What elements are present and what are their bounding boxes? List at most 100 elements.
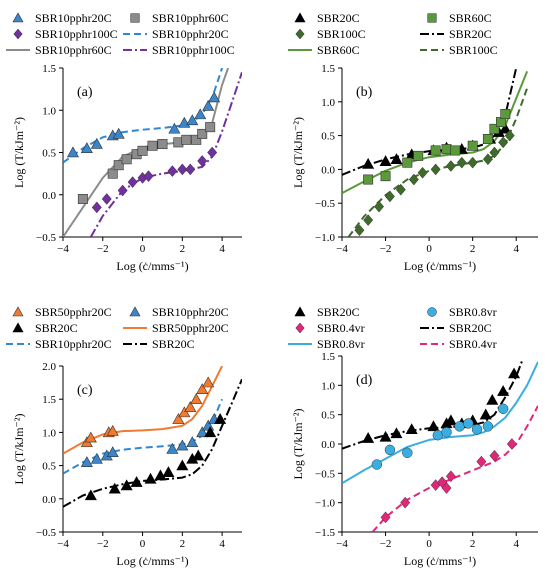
x-tick-label: 0 (140, 538, 146, 550)
data-point (374, 200, 385, 213)
data-point (172, 413, 185, 424)
data-point (214, 413, 227, 424)
data-point (117, 184, 128, 197)
legend-item: SBR0.8vr (427, 305, 497, 319)
chart-panel: −4 −2 0 2 4 −0.5 0.0 0.5 1.0 1.5 2.0 Log (ċ/mms⁻¹) L… (6, 305, 242, 568)
legend-marker (294, 12, 306, 23)
series-markers (380, 438, 517, 524)
legend-item: SBR100C (420, 43, 498, 57)
legend-item: SBR10pphr20C (12, 11, 112, 25)
data-point (380, 511, 391, 524)
y-tick-label: 1.5 (321, 63, 335, 75)
data-point (162, 466, 175, 477)
data-point (205, 122, 216, 133)
x-tick-label: −4 (336, 538, 348, 550)
data-point (168, 122, 181, 134)
data-point (178, 406, 191, 418)
data-point (186, 114, 199, 126)
y-axis-label: Log (T/kJm⁻²) (291, 409, 305, 480)
data-point (185, 163, 196, 176)
data-point (427, 420, 440, 432)
data-point (371, 459, 383, 470)
legend-item: SBR20C (294, 305, 360, 319)
x-axis-label: Log (ċ/mms⁻¹) (116, 554, 188, 568)
data-point (405, 423, 418, 435)
data-point (204, 426, 217, 438)
y-tick-label: 1.5 (321, 351, 335, 363)
x-tick-label: −2 (97, 538, 109, 550)
legend: SBR50pphr20C SBR10pphr20C SBR20C SBR50pphr2… (6, 305, 229, 351)
series-markers (91, 146, 218, 214)
legend: SBR20C SBR0.8vr SBR0.4vr SBR20C SBR0.8vr SBR0… (288, 305, 497, 351)
data-point (197, 128, 208, 139)
data-point (176, 459, 189, 471)
data-point (456, 156, 467, 169)
legend-item: SBR10pphr60C (6, 43, 112, 57)
y-axis-label: Log (T/kJm⁻²) (291, 117, 305, 188)
legend-label: SBR100C (449, 43, 498, 57)
y-tick-label: 1.5 (42, 394, 56, 406)
panel-label: (d) (356, 373, 373, 388)
data-point (190, 393, 203, 404)
data-point (194, 108, 207, 120)
legend-label: SBR10pphr20C (35, 11, 112, 25)
data-point (108, 482, 121, 494)
data-point (137, 145, 148, 156)
data-point (113, 160, 124, 171)
data-point (143, 170, 154, 183)
data-point (181, 134, 192, 145)
legend-label: SBR10pphr100C (35, 27, 118, 41)
data-point (395, 183, 406, 196)
data-point (400, 496, 411, 509)
series-line (63, 366, 223, 455)
data-point (486, 393, 499, 405)
legend-label: SBR10pphr20C (35, 337, 112, 351)
legend-marker (130, 13, 140, 23)
y-tick-label: 0.5 (321, 410, 335, 422)
panel-label: (c) (77, 383, 93, 398)
legend-item: SBR0.4vr (420, 337, 497, 351)
legend-label: SBR10pphr20C (152, 27, 229, 41)
data-point (196, 383, 209, 394)
data-point (90, 137, 103, 149)
data-point (497, 403, 509, 414)
legend-label: SBR10pphr60C (35, 43, 112, 57)
data-point (444, 414, 457, 426)
legend-item: SBR100C (295, 27, 366, 41)
series-markers (363, 108, 511, 185)
legend-marker (12, 322, 24, 333)
y-tick-label: 0.0 (321, 164, 335, 176)
data-point (66, 146, 79, 158)
series-markers (371, 403, 509, 470)
data-point (402, 447, 413, 458)
data-point (390, 427, 403, 439)
data-point (498, 136, 509, 149)
data-point (489, 449, 500, 462)
data-point (497, 385, 510, 396)
legend-item: SBR10pphr20C (129, 305, 229, 319)
data-point (90, 452, 103, 464)
data-point (384, 444, 396, 456)
data-point (482, 134, 493, 144)
legend-item: SBR20C (123, 337, 195, 351)
x-tick-label: −4 (57, 538, 69, 550)
data-point (441, 144, 452, 155)
legend-item: SBR60C (288, 43, 360, 57)
legend-item: SBR50pphr20C (123, 321, 229, 335)
data-point (489, 146, 500, 159)
legend-item: SBR20C (12, 321, 78, 335)
data-point (504, 129, 515, 142)
data-point (207, 146, 218, 159)
data-point (489, 123, 500, 134)
y-tick-label: −0.5 (315, 198, 335, 210)
x-tick-label: 4 (513, 538, 519, 550)
y-tick-label: 2.0 (42, 361, 56, 373)
legend-label: SBR20C (35, 321, 78, 335)
legend-marker (295, 322, 305, 334)
x-axis-label: Log (ċ/mms⁻¹) (404, 259, 476, 273)
data-point (441, 482, 452, 494)
data-point (362, 432, 375, 443)
data-point (417, 166, 428, 179)
legend-marker (294, 306, 306, 317)
